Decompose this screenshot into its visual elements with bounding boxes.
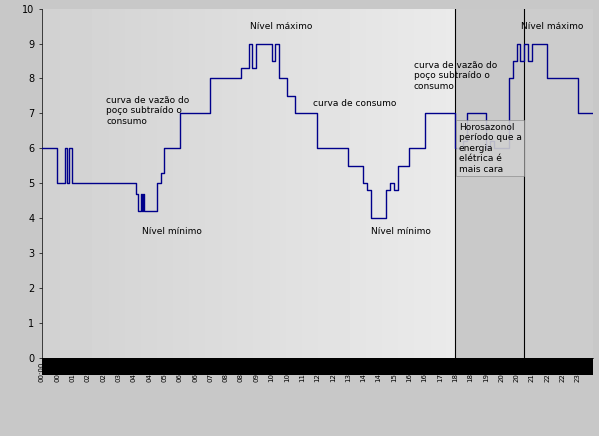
Text: Nível máximo: Nível máximo: [250, 22, 312, 31]
Text: curva de vazão do
poço subtraído o
consumo: curva de vazão do poço subtraído o consu…: [106, 96, 189, 126]
Bar: [42, 358, 593, 375]
Text: Nível máximo: Nível máximo: [521, 22, 583, 31]
Text: Nível mínimo: Nível mínimo: [371, 227, 431, 236]
Text: curva de consumo: curva de consumo: [313, 99, 397, 109]
Text: Horosazonol
período que a
energia
elétrica é
mais cara: Horosazonol período que a energia elétri…: [459, 123, 522, 174]
Text: Nível mínimo: Nível mínimo: [142, 227, 202, 236]
Bar: [455, 9, 524, 358]
Text: curva de vazão do
poço subtraído o
consumo: curva de vazão do poço subtraído o consu…: [414, 61, 497, 91]
